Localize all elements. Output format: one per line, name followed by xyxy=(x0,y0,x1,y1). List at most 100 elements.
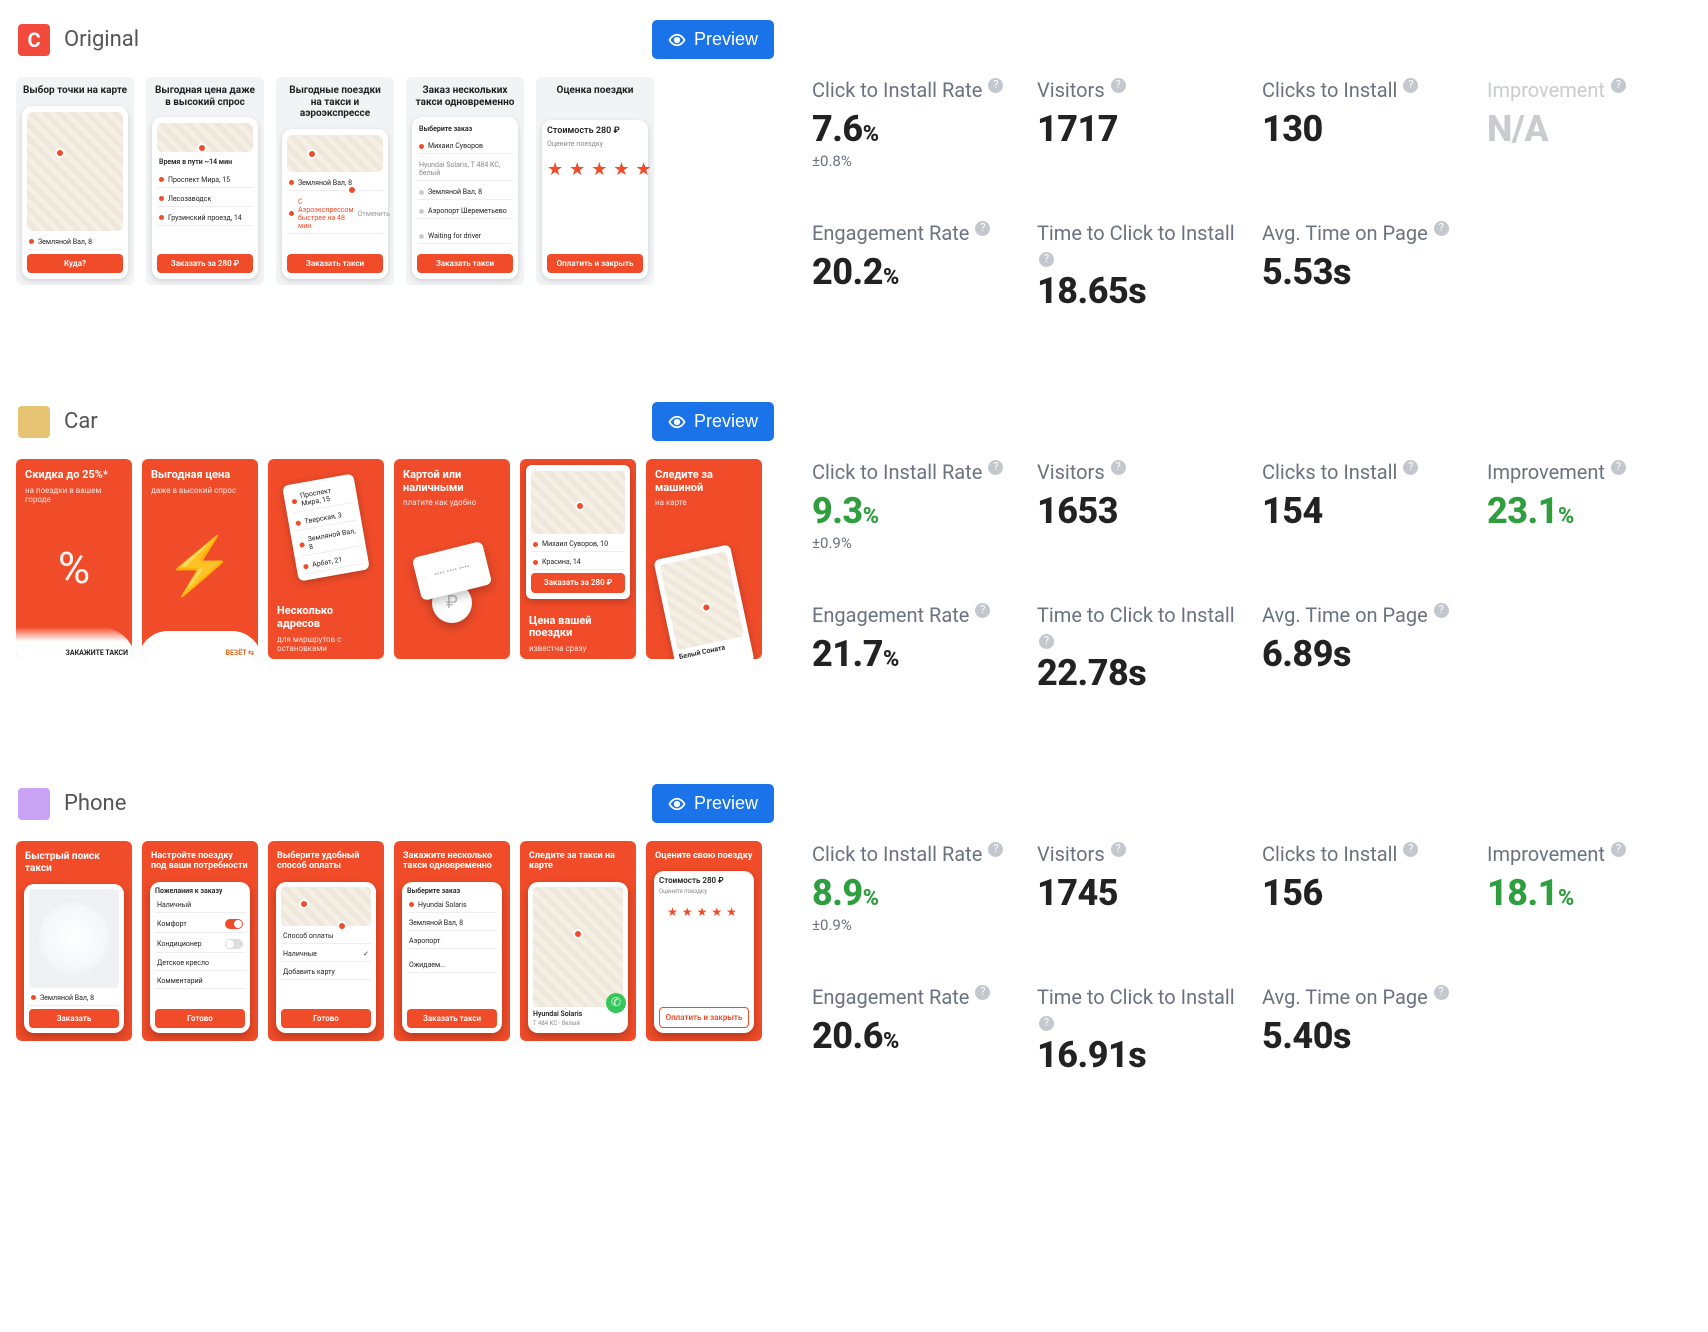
thumbnail[interactable]: Быстрый поиск такси Земляной Вал, 8 Зака… xyxy=(16,841,132,1041)
metric-value: 20.6 xyxy=(812,1015,883,1057)
help-icon[interactable]: ? xyxy=(1434,603,1449,618)
metric-value: 8.9 xyxy=(812,872,863,914)
variant-original: C Original Preview Выбор точки на карте … xyxy=(16,20,1692,312)
screenshot-thumbnails: Быстрый поиск такси Земляной Вал, 8 Зака… xyxy=(16,841,772,1041)
thumbnail[interactable]: Выгодная цена даже в высокий спрос ⚡ ВЕЗ… xyxy=(142,459,258,659)
thumb-title: Оценка поездки xyxy=(536,77,654,102)
thumb-title: Выгодная цена даже в высокий спрос xyxy=(146,77,264,113)
thumbnail[interactable]: Скидка до 25%* на поездки в вашем городе… xyxy=(16,459,132,659)
metric-value: N/A xyxy=(1487,108,1548,150)
help-icon[interactable]: ? xyxy=(988,78,1003,93)
metric-improvement: Improvement? N/A xyxy=(1487,77,1692,170)
thumb-title: Выбор точки на карте xyxy=(16,77,134,102)
metric-clicks-to-install: Clicks to Install? 156 xyxy=(1262,841,1467,934)
thumbnail[interactable]: Выгодная цена даже в высокий спрос Время… xyxy=(146,77,264,285)
metrics-grid: Click to Install Rate? 7.6% ±0.8% Visito… xyxy=(812,77,1692,312)
metric-value: 23.1 xyxy=(1487,490,1558,532)
swatch-phone xyxy=(18,788,50,820)
preview-button[interactable]: Preview xyxy=(652,402,774,441)
help-icon[interactable]: ? xyxy=(975,603,990,618)
help-icon[interactable]: ? xyxy=(1611,842,1626,857)
metric-value: 6.89s xyxy=(1262,633,1351,675)
help-icon[interactable]: ? xyxy=(975,221,990,236)
metric-sub: ±0.9% xyxy=(812,534,1017,552)
metric-visitors: Visitors? 1717 xyxy=(1037,77,1242,170)
metric-value: 1745 xyxy=(1037,872,1118,914)
percent-icon: % xyxy=(16,510,132,627)
call-icon: ✆ xyxy=(606,993,626,1013)
help-icon[interactable]: ? xyxy=(1434,221,1449,236)
metric-improvement: Improvement? 18.1% xyxy=(1487,841,1692,934)
help-icon[interactable]: ? xyxy=(1111,460,1126,475)
metric-sub: ±0.9% xyxy=(812,916,1017,934)
variant-name: Phone xyxy=(64,791,126,816)
help-icon[interactable]: ? xyxy=(1111,78,1126,93)
metric-visitors: Visitors? 1653 xyxy=(1037,459,1242,552)
thumbnail[interactable]: Выгодные поездки на такси и аэроэкспресс… xyxy=(276,77,394,285)
metric-avg-time-on-page: Avg. Time on Page? 5.40s xyxy=(1262,984,1467,1076)
metric-avg-time-on-page: Avg. Time on Page? 5.53s xyxy=(1262,220,1467,312)
variant-phone: Phone Preview Быстрый поиск такси Землян… xyxy=(16,784,1692,1076)
help-icon[interactable]: ? xyxy=(1611,78,1626,93)
preview-button[interactable]: Preview xyxy=(652,784,774,823)
eye-icon xyxy=(668,795,686,813)
thumbnail[interactable]: Следите за такси на карте Hyundai Solari… xyxy=(520,841,636,1041)
thumbnail[interactable]: Проспект Мира, 15 Тверская, 3 Земляной В… xyxy=(268,459,384,659)
help-icon[interactable]: ? xyxy=(975,985,990,1000)
card-coin-icon: •••• •••• •••• ₽ xyxy=(394,513,510,659)
help-icon[interactable]: ? xyxy=(988,460,1003,475)
metric-engagement-rate: Engagement Rate? 20.2% xyxy=(812,220,1017,312)
metric-value: 21.7 xyxy=(812,633,883,675)
help-icon[interactable]: ? xyxy=(1403,842,1418,857)
metric-avg-time-on-page: Avg. Time on Page? 6.89s xyxy=(1262,602,1467,694)
eye-icon xyxy=(668,413,686,431)
help-icon[interactable]: ? xyxy=(1403,460,1418,475)
thumb-title: Заказ нескольких такси одновременно xyxy=(406,77,524,113)
thumbnail[interactable]: Выберите удобный способ оплаты Способ оп… xyxy=(268,841,384,1041)
preview-label: Preview xyxy=(694,793,758,814)
metric-time-to-click: Time to Click to Install? 22.78s xyxy=(1037,602,1242,694)
variant-car: Car Preview Скидка до 25%* на поездки в … xyxy=(16,402,1692,694)
help-icon[interactable]: ? xyxy=(1039,1016,1054,1031)
help-icon[interactable]: ? xyxy=(988,842,1003,857)
thumbnail[interactable]: Михаил Суворов, 10 Красина, 14 Заказать … xyxy=(520,459,636,659)
help-icon[interactable]: ? xyxy=(1039,634,1054,649)
metric-value: 1717 xyxy=(1037,108,1118,150)
thumbnail[interactable]: Заказ нескольких такси одновременно Выбе… xyxy=(406,77,524,285)
thumbnail[interactable]: Настройте поездку под ваши потребности П… xyxy=(142,841,258,1041)
help-icon[interactable]: ? xyxy=(1111,842,1126,857)
thumbnail[interactable]: Оценка поездки Стоимость 280 ₽ Оцените п… xyxy=(536,77,654,285)
metric-engagement-rate: Engagement Rate? 21.7% xyxy=(812,602,1017,694)
metric-visitors: Visitors? 1745 xyxy=(1037,841,1242,934)
metric-sub: ±0.8% xyxy=(812,152,1017,170)
variant-name: Original xyxy=(64,27,139,52)
thumbnail[interactable]: Выбор точки на карте Земляной Вал, 8 Куд… xyxy=(16,77,134,285)
metric-value: 18.65s xyxy=(1037,270,1146,312)
swatch-letter: C xyxy=(27,28,40,52)
thumbnail[interactable]: Следите за машиной на карте Белый Соната… xyxy=(646,459,762,659)
help-icon[interactable]: ? xyxy=(1039,252,1054,267)
metric-value: 7.6 xyxy=(812,108,863,150)
thumbnail[interactable]: Оцените свою поездку Стоимость 280 ₽ Оце… xyxy=(646,841,762,1041)
metrics-grid: Click to Install Rate? 8.9% ±0.9% Visito… xyxy=(812,841,1692,1076)
bolt-icon: ⚡ xyxy=(142,501,258,631)
preview-label: Preview xyxy=(694,411,758,432)
swatch-car xyxy=(18,406,50,438)
help-icon[interactable]: ? xyxy=(1611,460,1626,475)
preview-button[interactable]: Preview xyxy=(652,20,774,59)
metric-value: 156 xyxy=(1262,872,1323,914)
screenshot-thumbnails: Скидка до 25%* на поездки в вашем городе… xyxy=(16,459,772,659)
metrics-grid: Click to Install Rate? 9.3% ±0.9% Visito… xyxy=(812,459,1692,694)
thumbnail[interactable]: Картой или наличными платите как удобно … xyxy=(394,459,510,659)
eye-icon xyxy=(668,31,686,49)
help-icon[interactable]: ? xyxy=(1403,78,1418,93)
thumbnail[interactable]: Закажите несколько такси одновременно Вы… xyxy=(394,841,510,1041)
help-icon[interactable]: ? xyxy=(1434,985,1449,1000)
metric-value: 154 xyxy=(1262,490,1323,532)
metric-value: 16.91s xyxy=(1037,1034,1146,1076)
metric-value: 5.53s xyxy=(1262,251,1351,293)
star-rating: ★★★★★ xyxy=(547,160,643,181)
metric-click-to-install-rate: Click to Install Rate? 8.9% ±0.9% xyxy=(812,841,1017,934)
metric-value: 5.40s xyxy=(1262,1015,1351,1057)
metric-time-to-click: Time to Click to Install? 18.65s xyxy=(1037,220,1242,312)
